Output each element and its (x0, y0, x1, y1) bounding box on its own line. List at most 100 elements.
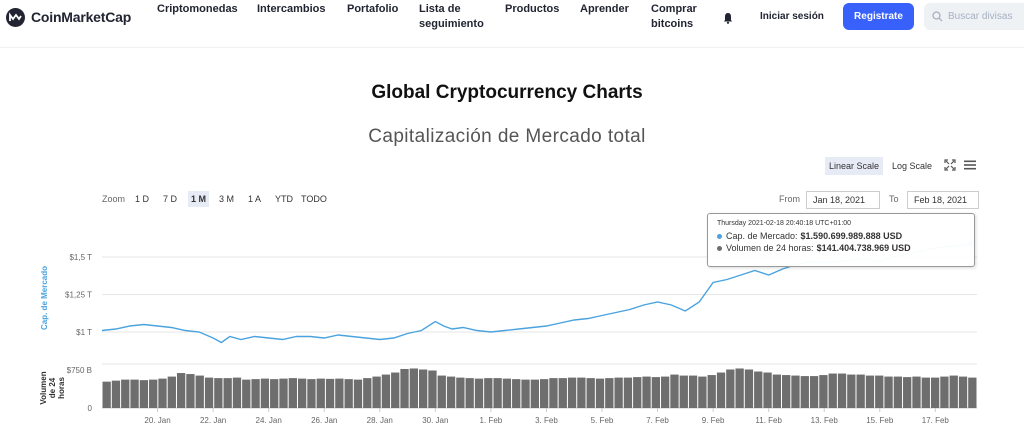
x-tick-label: 20. Jan (144, 416, 170, 425)
x-tick-label: 15. Feb (866, 416, 894, 425)
volume-bar (242, 379, 251, 408)
brand-logo[interactable]: CoinMarketCap (6, 7, 131, 27)
zoom-button-7d[interactable]: 7 D (163, 194, 178, 204)
volume-bar (884, 376, 893, 408)
nav-item-5[interactable]: Aprender (580, 3, 629, 15)
search-placeholder: Buscar divisas (948, 11, 1013, 22)
volume-bar (912, 376, 921, 408)
volume-bar (372, 376, 381, 408)
fullscreen-icon[interactable] (943, 158, 957, 172)
market-cap-legend-dot (717, 233, 722, 239)
volume-bar (921, 377, 930, 408)
volume-bar (754, 371, 763, 408)
volume-bar (633, 377, 642, 408)
volume-bar (176, 373, 186, 408)
log-scale-button[interactable]: Log Scale (892, 161, 933, 171)
volume-bar (698, 376, 707, 408)
volume-bar (428, 370, 437, 408)
search-input[interactable]: Buscar divisas (924, 3, 1024, 30)
register-button[interactable]: Registrate (843, 3, 914, 30)
zoom-button-3m[interactable]: 3 M (219, 194, 235, 204)
volume-legend-dot (717, 245, 722, 251)
volume-bar (130, 379, 139, 408)
y-axis-title: Cap. de Mercado (40, 266, 49, 330)
tooltip-volume-label: Volumen de 24 horas: (726, 243, 814, 253)
y-tick-label: $1,25 T (65, 291, 92, 300)
volume-bar (865, 375, 875, 408)
volume-bar (847, 374, 856, 408)
volume-bar (763, 372, 772, 408)
x-tick-label: 11. Feb (755, 416, 782, 425)
volume-bar (558, 378, 567, 408)
x-tick-label: 9. Feb (702, 416, 725, 425)
volume-bar (809, 376, 819, 408)
volume-bar (530, 379, 539, 408)
volume-bar (772, 374, 782, 408)
volume-bar (726, 369, 735, 408)
volume-bar (195, 375, 204, 408)
volume-bar (688, 375, 698, 408)
volume-bar (614, 377, 623, 408)
volume-bar (595, 378, 605, 408)
tooltip-market-cap-row: Cap. de Mercado: $1.590.699.989.888 USD (717, 230, 974, 242)
from-date-input[interactable]: Jan 18, 2021 (806, 191, 880, 209)
volume-bar (502, 378, 512, 408)
volume-axis-title: Volumen (39, 371, 48, 404)
volume-bar (837, 373, 847, 408)
volume-bar (893, 376, 903, 408)
coinmarketcap-logo-icon (6, 7, 25, 27)
volume-bar (828, 373, 837, 408)
x-tick-label: 3. Feb (535, 416, 558, 425)
volume-bar (260, 378, 270, 408)
volume-bar (409, 368, 418, 408)
to-date-input[interactable]: Feb 18, 2021 (907, 191, 979, 209)
volume-bar (782, 375, 791, 408)
x-tick-label: 7. Feb (646, 416, 669, 425)
zoom-button-ytd[interactable]: YTD (275, 194, 293, 204)
menu-icon[interactable] (963, 158, 977, 172)
volume-bar (204, 377, 214, 408)
volume-bar (819, 375, 828, 408)
from-label: From (779, 194, 800, 204)
tooltip-volume-value: $141.404.738.969 USD (816, 243, 911, 253)
nav-item-1[interactable]: Intercambios (257, 3, 326, 15)
nav-item-2[interactable]: Portafolio (347, 3, 399, 15)
zoom-button-1d[interactable]: 1 D (135, 194, 150, 204)
volume-bar (465, 378, 474, 408)
volume-bar (111, 380, 121, 408)
y-tick-label: $1 T (76, 328, 92, 337)
volume-bar (642, 376, 651, 408)
volume-bar (623, 377, 633, 408)
zoom-button-1m[interactable]: 1 M (188, 191, 210, 207)
volume-bar (418, 369, 428, 408)
nav-item-6[interactable]: Comprar bitcoins (651, 3, 697, 30)
volume-bar (484, 378, 493, 408)
linear-scale-button[interactable]: Linear Scale (825, 157, 884, 175)
volume-bar (679, 375, 688, 408)
volume-bar (958, 376, 968, 408)
volume-bar (968, 377, 977, 408)
volume-bar (251, 379, 260, 408)
tooltip-market-cap-label: Cap. de Mercado: (726, 231, 798, 241)
nav-item-3[interactable]: Lista de seguimiento (419, 3, 484, 30)
volume-bar (437, 375, 446, 408)
volume-bar (661, 376, 670, 408)
notification-bell-icon[interactable] (722, 12, 734, 24)
volume-bar (381, 374, 391, 408)
zoom-button-todo[interactable]: TODO (301, 194, 327, 204)
volume-axis-title: de 24 (48, 377, 57, 398)
login-button[interactable]: Iniciar sesión (760, 11, 824, 22)
market-cap-chart[interactable]: $1,5 T $1,25 T $1 T $750 B 0 Cap. de Mercado V… (0, 212, 1024, 428)
volume-bar (930, 377, 940, 408)
nav-item-0[interactable]: Criptomonedas (157, 3, 238, 15)
volume-tick-label: 0 (88, 404, 93, 413)
volume-tick-label: $750 B (67, 366, 92, 375)
nav-item-4[interactable]: Productos (505, 3, 560, 15)
volume-bar (577, 377, 586, 408)
volume-bar (791, 375, 800, 408)
volume-bar (353, 379, 363, 408)
volume-bar (735, 368, 744, 408)
top-navigation: CoinMarketCap Criptomonedas Intercambios P… (0, 0, 1024, 48)
zoom-button-1a[interactable]: 1 A (248, 194, 262, 204)
tooltip-date: Thursday 2021-02-18 20:40:18 UTC+01:00 (717, 220, 852, 227)
